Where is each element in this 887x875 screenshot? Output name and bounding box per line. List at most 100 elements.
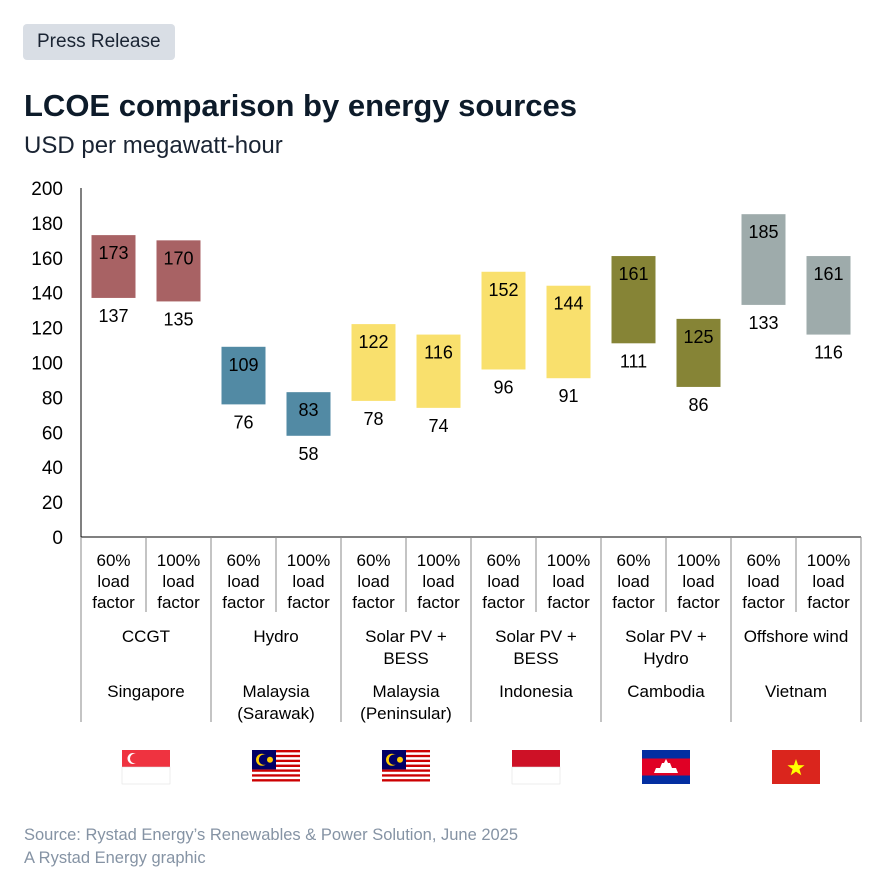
lcoe-chart: 0 20 40 60 80 100 120 140 160 180 200 173 137 60% load… bbox=[31, 179, 862, 785]
y-tick-label: 120 bbox=[31, 319, 63, 340]
country-label: Singapore bbox=[107, 682, 185, 701]
technology-label: Solar PV + Hydro bbox=[625, 627, 707, 668]
bar-low-label: 78 bbox=[363, 409, 383, 429]
singapore-flag-moon-cut bbox=[130, 753, 140, 764]
bar-high-label: 144 bbox=[553, 294, 583, 314]
singapore-flag-white bbox=[121, 766, 171, 785]
bar-low-label: 111 bbox=[620, 351, 647, 371]
category-label: 100% load factor bbox=[157, 551, 200, 612]
category-label: 100% load factor bbox=[287, 551, 330, 612]
bar-high-label: 161 bbox=[618, 264, 648, 284]
bar-high-label: 173 bbox=[98, 243, 128, 263]
bar-low-label: 86 bbox=[688, 395, 708, 415]
bar-low-label: 116 bbox=[814, 343, 843, 363]
category-label: 100% load factor bbox=[677, 551, 720, 612]
country-label: Indonesia bbox=[499, 682, 573, 701]
malaysia-flag-stripe bbox=[252, 774, 300, 777]
y-tick-label: 0 bbox=[52, 528, 63, 549]
bar-high-label: 185 bbox=[748, 222, 778, 242]
y-tick-label: 40 bbox=[42, 458, 63, 479]
malaysia-flag-stripe bbox=[382, 776, 430, 780]
lcoe-bar bbox=[156, 240, 201, 302]
y-tick-label: 20 bbox=[42, 493, 63, 514]
lcoe-bar bbox=[676, 318, 721, 387]
lcoe-bar bbox=[546, 285, 591, 379]
malaysia-flag-stripe bbox=[252, 781, 300, 784]
country-label: Malaysia (Sarawak) bbox=[237, 682, 314, 723]
press-release-badge: Press Release bbox=[23, 24, 175, 60]
category-label: 100% load factor bbox=[547, 551, 590, 612]
malaysia-flag-stripe bbox=[382, 781, 430, 784]
malaysia-flag-stripe bbox=[382, 774, 430, 777]
category-label: 100% load factor bbox=[417, 551, 460, 612]
source-note: Source: Rystad Energy’s Renewables & Pow… bbox=[24, 824, 518, 870]
lcoe-bar bbox=[351, 324, 396, 401]
bar-high-label: 122 bbox=[358, 332, 388, 352]
bar-low-label: 74 bbox=[428, 416, 448, 436]
bar-low-label: 91 bbox=[558, 386, 578, 406]
chart-subtitle: USD per megawatt-hour bbox=[24, 132, 283, 159]
y-tick-label: 180 bbox=[31, 214, 63, 235]
lcoe-bar bbox=[481, 271, 526, 370]
technology-label: CCGT bbox=[122, 627, 170, 646]
malaysia-flag-stripe bbox=[382, 769, 430, 772]
malaysia-flag-stripe bbox=[252, 776, 300, 780]
bar-low-label: 133 bbox=[748, 313, 778, 333]
bar-low-label: 96 bbox=[493, 377, 513, 397]
bar-high-label: 116 bbox=[424, 343, 453, 363]
lcoe-bar bbox=[416, 334, 461, 408]
malaysia-flag-moon-cut bbox=[258, 754, 270, 765]
bar-low-label: 135 bbox=[163, 309, 193, 329]
malaysia-flag-stripe bbox=[252, 769, 300, 772]
bar-low-label: 76 bbox=[233, 412, 253, 432]
category-label: 60% load factor bbox=[92, 551, 135, 612]
y-tick-label: 60 bbox=[42, 423, 63, 444]
malaysia-flag-stripe bbox=[252, 771, 300, 775]
category-label: 60% load factor bbox=[222, 551, 265, 612]
lcoe-bar bbox=[91, 235, 136, 298]
bar-high-label: 170 bbox=[163, 248, 193, 268]
bar-low-label: 137 bbox=[98, 306, 128, 326]
cambodia-flag-temple bbox=[654, 759, 678, 773]
credit-line: A Rystad Energy graphic bbox=[24, 849, 206, 867]
country-label: Vietnam bbox=[765, 682, 827, 701]
bar-high-label: 83 bbox=[298, 400, 318, 420]
lcoe-bar bbox=[741, 214, 786, 305]
y-tick-label: 160 bbox=[31, 249, 63, 270]
category-label: 60% load factor bbox=[352, 551, 395, 612]
bar-high-label: 109 bbox=[228, 355, 258, 375]
chart-title: LCOE comparison by energy sources bbox=[24, 88, 578, 123]
bar-high-label: 125 bbox=[683, 327, 713, 347]
lcoe-bar bbox=[221, 346, 266, 405]
malaysia-flag-moon-cut bbox=[388, 754, 400, 765]
lcoe-bar bbox=[806, 256, 851, 335]
technology-label: Solar PV + BESS bbox=[495, 627, 577, 668]
bar-high-label: 152 bbox=[488, 280, 518, 300]
category-label: 60% load factor bbox=[742, 551, 785, 612]
lcoe-bar bbox=[611, 256, 656, 344]
country-label: Malaysia (Peninsular) bbox=[360, 682, 452, 723]
y-tick-label: 80 bbox=[42, 388, 63, 409]
malaysia-flag-stripe bbox=[382, 779, 430, 782]
indonesia-flag bbox=[512, 750, 560, 767]
category-label: 60% load factor bbox=[612, 551, 655, 612]
bar-low-label: 58 bbox=[298, 444, 318, 464]
source-line: Source: Rystad Energy’s Renewables & Pow… bbox=[24, 826, 519, 844]
category-label: 60% load factor bbox=[482, 551, 525, 612]
technology-label: Offshore wind bbox=[744, 627, 849, 646]
technology-label: Solar PV + BESS bbox=[365, 627, 447, 668]
y-tick-label: 140 bbox=[31, 284, 63, 305]
malaysia-flag-star bbox=[397, 756, 403, 763]
y-tick-label: 200 bbox=[31, 179, 63, 200]
technology-label: Hydro bbox=[253, 627, 298, 646]
indonesia-flag-white bbox=[511, 766, 561, 785]
malaysia-flag-stripe bbox=[252, 779, 300, 782]
bar-high-label: 161 bbox=[813, 264, 843, 284]
vietnam-flag-star bbox=[787, 759, 805, 776]
category-label: 100% load factor bbox=[807, 551, 850, 612]
country-label: Cambodia bbox=[627, 682, 705, 701]
malaysia-flag-stripe bbox=[382, 771, 430, 775]
malaysia-flag-star bbox=[267, 756, 273, 763]
y-tick-label: 100 bbox=[31, 354, 63, 375]
lcoe-bar bbox=[286, 392, 331, 436]
